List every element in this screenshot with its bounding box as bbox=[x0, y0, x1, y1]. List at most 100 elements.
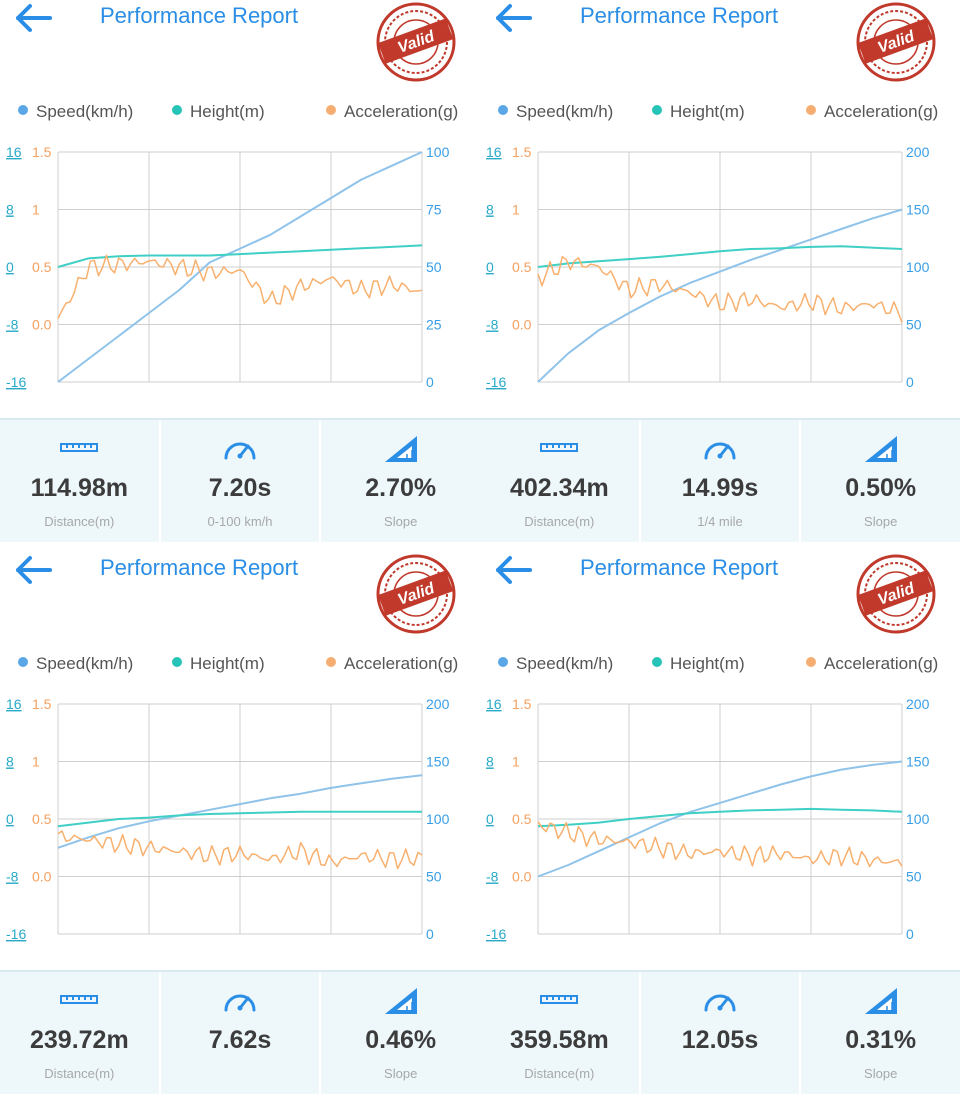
speed-tick-label: 200 bbox=[906, 696, 930, 712]
stat-value: 2.70% bbox=[365, 474, 437, 502]
speed-tick-label: 50 bbox=[426, 259, 442, 275]
chart-grid bbox=[57, 703, 423, 935]
series-line-acceleration bbox=[537, 821, 903, 868]
speed-tick-label: 75 bbox=[426, 202, 442, 218]
legend-speed: Speed(km/h) bbox=[18, 654, 133, 674]
stat-label: Slope bbox=[864, 1066, 898, 1081]
series-line-speed bbox=[57, 774, 423, 849]
stat-time: 7.20s 0-100 km/h bbox=[161, 420, 322, 542]
accel-tick-label: 0.0 bbox=[512, 869, 532, 885]
series-line-speed bbox=[537, 208, 903, 383]
legend-height: Height(m) bbox=[652, 102, 745, 122]
accel-tick-label: 0.5 bbox=[512, 259, 532, 275]
stat-slope: 2.70% Slope bbox=[321, 420, 480, 542]
height-tick-label: 0 bbox=[486, 259, 494, 275]
legend-speed-label: Speed(km/h) bbox=[516, 102, 614, 121]
slope-icon bbox=[384, 436, 417, 462]
ruler-icon bbox=[60, 995, 99, 1004]
height-tick-label: 8 bbox=[486, 202, 494, 218]
stat-slope: 0.46% Slope bbox=[321, 972, 480, 1094]
height-tick-label: 8 bbox=[6, 754, 14, 770]
accel-tick-label: 0.5 bbox=[32, 811, 52, 827]
legend-acceleration: Acceleration(g) bbox=[806, 654, 938, 674]
speed-tick-label: 25 bbox=[426, 317, 442, 333]
stat-time: 12.05s bbox=[641, 972, 802, 1094]
series-line-height bbox=[537, 807, 903, 828]
legend-height: Height(m) bbox=[652, 654, 745, 674]
legend-speed: Speed(km/h) bbox=[18, 102, 133, 122]
speed-tick-label: 150 bbox=[906, 202, 930, 218]
stat-label: 0-100 km/h bbox=[207, 514, 273, 529]
stats-bar: 239.72m Distance(m) 7.62s 0.46% Slope bbox=[0, 970, 480, 1094]
accel-tick-label: 1 bbox=[512, 754, 520, 770]
legend-speed-label: Speed(km/h) bbox=[36, 654, 134, 673]
stat-value: 359.58m bbox=[509, 1026, 609, 1054]
stat-slope: 0.50% Slope bbox=[801, 420, 960, 542]
stat-value: 239.72m bbox=[29, 1026, 129, 1054]
speedometer-icon bbox=[224, 442, 256, 460]
height-tick-label: 16 bbox=[6, 696, 22, 712]
legend-acceleration: Acceleration(g) bbox=[326, 102, 458, 122]
accel-tick-label: 1 bbox=[512, 202, 520, 218]
speed-tick-label: 100 bbox=[426, 144, 450, 160]
page-title: Performance Report bbox=[100, 3, 299, 28]
accel-tick-label: 1.5 bbox=[512, 144, 532, 160]
ruler-icon bbox=[540, 995, 579, 1004]
page-title: Performance Report bbox=[580, 3, 779, 28]
series-line-height bbox=[537, 245, 903, 268]
accel-tick-label: 0.0 bbox=[32, 869, 52, 885]
slope-icon bbox=[384, 988, 417, 1014]
speedometer-icon bbox=[704, 994, 736, 1012]
stats-bar: 359.58m Distance(m) 12.05s 0.31% Slope bbox=[480, 970, 960, 1094]
accel-tick-label: 1.5 bbox=[512, 696, 532, 712]
stat-time: 14.99s 1/4 mile bbox=[641, 420, 802, 542]
speed-tick-label: 0 bbox=[906, 926, 914, 942]
height-tick-label: 16 bbox=[486, 144, 502, 160]
stat-distance: 359.58m Distance(m) bbox=[480, 972, 641, 1094]
height-tick-label: 0 bbox=[486, 811, 494, 827]
stat-time: 7.62s bbox=[161, 972, 322, 1094]
legend-acceleration-label: Acceleration(g) bbox=[344, 654, 459, 673]
legend-speed: Speed(km/h) bbox=[498, 102, 613, 122]
performance-chart: 16 8 0 -8 -16 1.5 1 0.5 0.0 200 150 100 50 0 bbox=[486, 696, 930, 942]
height-tick-label: -16 bbox=[486, 374, 506, 390]
valid-stamp: Valid bbox=[856, 2, 936, 82]
report-panel-2: Performance Report Valid Speed(km/h) Hei… bbox=[480, 0, 960, 552]
speed-tick-label: 0 bbox=[426, 374, 434, 390]
speed-tick-label: 50 bbox=[906, 869, 922, 885]
stat-label: Slope bbox=[384, 1066, 418, 1081]
stat-distance: 239.72m Distance(m) bbox=[0, 972, 161, 1094]
chart-grid bbox=[537, 703, 903, 935]
stat-label: 1/4 mile bbox=[697, 514, 743, 529]
arrow-left-icon[interactable] bbox=[492, 552, 536, 592]
accel-tick-label: 1.5 bbox=[32, 144, 52, 160]
arrow-left-icon[interactable] bbox=[12, 552, 56, 592]
accel-tick-label: 1.5 bbox=[32, 696, 52, 712]
height-tick-label: -8 bbox=[6, 869, 19, 885]
speed-tick-label: 100 bbox=[906, 259, 930, 275]
speed-tick-label: 200 bbox=[906, 144, 930, 160]
height-tick-label: 16 bbox=[6, 144, 22, 160]
speed-tick-label: 0 bbox=[426, 926, 434, 942]
arrow-left-icon[interactable] bbox=[492, 0, 536, 40]
slope-icon bbox=[864, 436, 897, 462]
performance-chart: 16 8 0 -8 -16 1.5 1 0.5 0.0 200 150 100 50 0 bbox=[6, 696, 450, 942]
height-tick-label: 0 bbox=[6, 811, 14, 827]
legend-speed: Speed(km/h) bbox=[498, 654, 613, 674]
height-tick-label: 16 bbox=[486, 696, 502, 712]
legend-acceleration-label: Acceleration(g) bbox=[824, 102, 939, 121]
ruler-icon bbox=[540, 443, 579, 452]
ruler-icon bbox=[60, 443, 99, 452]
speed-tick-label: 100 bbox=[426, 811, 450, 827]
accel-tick-label: 1 bbox=[32, 202, 40, 218]
stat-value: 0.31% bbox=[845, 1026, 917, 1054]
stat-value: 402.34m bbox=[509, 474, 609, 502]
page-title: Performance Report bbox=[580, 555, 779, 580]
series-line-height bbox=[57, 810, 422, 828]
height-tick-label: -8 bbox=[486, 317, 499, 333]
legend-height-label: Height(m) bbox=[190, 654, 265, 673]
legend-speed-label: Speed(km/h) bbox=[516, 654, 614, 673]
arrow-left-icon[interactable] bbox=[12, 0, 56, 40]
chart-grid bbox=[57, 151, 423, 383]
height-tick-label: 8 bbox=[6, 202, 14, 218]
